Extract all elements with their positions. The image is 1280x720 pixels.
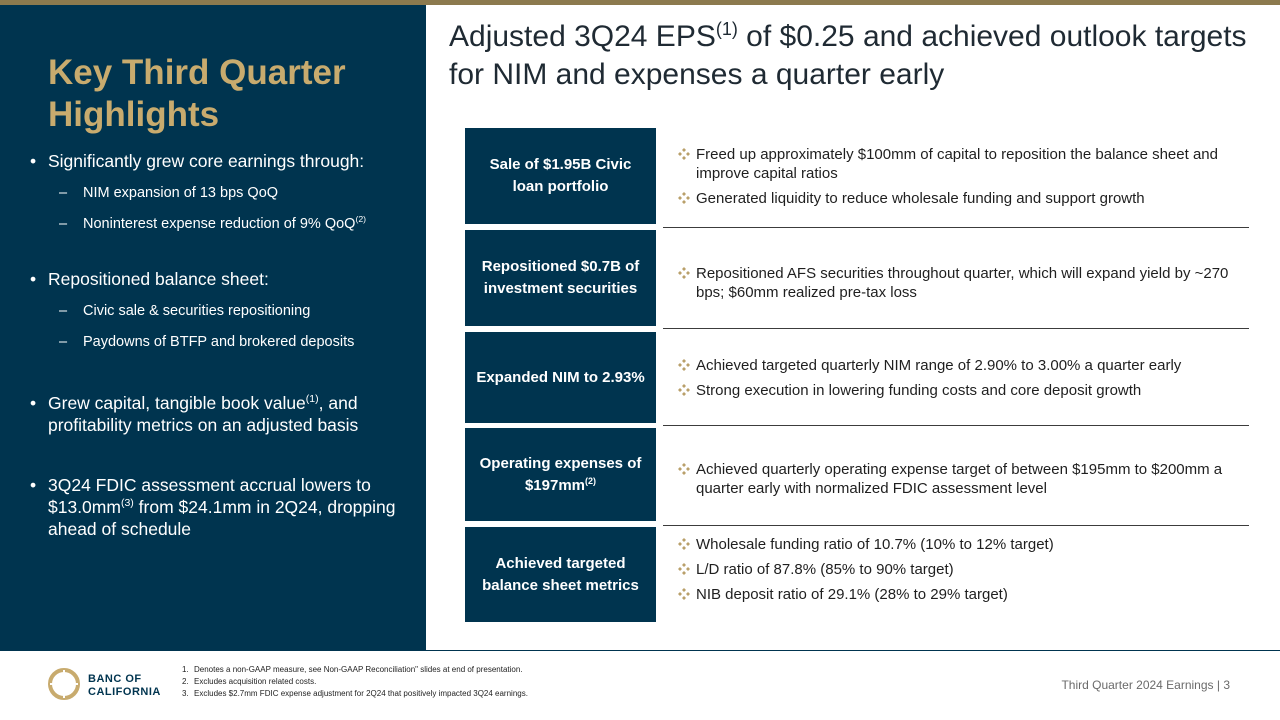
row-item: Achieved quarterly operating expense tar…	[675, 460, 1250, 498]
highlight-sub-bullet: Noninterest expense reduction of 9% QoQ(…	[30, 214, 422, 234]
left-panel-title: Key Third Quarter Highlights	[48, 53, 346, 134]
row-label: Achieved targeted balance sheet metrics	[465, 527, 656, 622]
diamond-bullet-icon	[678, 147, 690, 160]
row-item: Repositioned AFS securities throughout q…	[675, 264, 1250, 302]
highlight-row-balance-sheet: Achieved targeted balance sheet metrics W…	[465, 527, 1250, 622]
row-item: Wholesale funding ratio of 10.7% (10% to…	[675, 535, 1250, 554]
diamond-bullet-icon	[678, 588, 690, 600]
row-item: NIB deposit ratio of 29.1% (28% to 29% t…	[675, 585, 1250, 604]
highlight-bullet: 3Q24 FDIC assessment accrual lowers to $…	[30, 474, 422, 540]
diamond-bullet-icon	[678, 383, 690, 396]
row-items: Achieved targeted quarterly NIM range of…	[675, 332, 1250, 423]
highlight-bullet: Repositioned balance sheet:	[30, 268, 422, 290]
row-divider	[663, 227, 1249, 228]
footer-divider	[0, 650, 1280, 651]
diamond-bullet-icon	[678, 191, 690, 204]
highlight-row-nim: Expanded NIM to 2.93% Achieved targeted …	[465, 332, 1250, 423]
row-label: Expanded NIM to 2.93%	[465, 332, 656, 423]
left-panel	[0, 5, 426, 650]
row-label: Sale of $1.95B Civic loan portfolio	[465, 128, 656, 224]
slide-heading: Adjusted 3Q24 EPS(1) of $0.25 and achiev…	[449, 19, 1247, 91]
diamond-bullet-icon	[678, 563, 690, 575]
diamond-bullet-icon	[678, 463, 690, 475]
banc-of-california-logo-icon	[48, 668, 80, 700]
highlight-row-civic-sale: Sale of $1.95B Civic loan portfolio Freed…	[465, 128, 1250, 224]
row-divider	[663, 425, 1249, 426]
diamond-bullet-icon	[678, 358, 690, 371]
highlight-row-securities: Repositioned $0.7B of investment securiti…	[465, 230, 1250, 326]
highlight-row-opex: Operating expenses of $197mm(2) Achieved …	[465, 428, 1250, 521]
highlights-list: Significantly grew core earnings through…	[30, 150, 422, 540]
row-items: Wholesale funding ratio of 10.7% (10% to…	[675, 522, 1250, 617]
logo-text: BANC OF CALIFORNIA	[88, 673, 161, 698]
row-item: Freed up approximately $100mm of capital…	[675, 145, 1250, 183]
row-label: Repositioned $0.7B of investment securiti…	[465, 230, 656, 326]
row-item: Generated liquidity to reduce wholesale …	[675, 189, 1250, 208]
row-divider	[663, 525, 1249, 526]
row-item: Achieved targeted quarterly NIM range of…	[675, 356, 1250, 375]
footnote: 3. Excludes $2.7mm FDIC expense adjustmen…	[182, 689, 528, 698]
footnote: 1. Denotes a non-GAAP measure, see Non-GA…	[182, 665, 523, 674]
row-items: Achieved quarterly operating expense tar…	[675, 428, 1250, 530]
row-item: L/D ratio of 87.8% (85% to 90% target)	[675, 560, 1250, 579]
footnote: 2. Excludes acquisition related costs.	[182, 677, 317, 686]
row-divider	[663, 328, 1249, 329]
row-items: Repositioned AFS securities throughout q…	[675, 230, 1250, 336]
diamond-bullet-icon	[678, 267, 690, 279]
highlight-sub-bullet: Civic sale & securities repositioning	[30, 301, 422, 321]
diamond-bullet-icon	[678, 538, 690, 550]
highlight-sub-bullet: Paydowns of BTFP and brokered deposits	[30, 332, 422, 352]
highlight-bullet: Grew capital, tangible book value(1), an…	[30, 392, 422, 436]
top-accent-bar	[0, 0, 1280, 5]
row-label: Operating expenses of $197mm(2)	[465, 428, 656, 521]
row-items: Freed up approximately $100mm of capital…	[675, 128, 1250, 224]
footnotes: 1. Denotes a non-GAAP measure, see Non-GA…	[182, 664, 528, 700]
page-footer-label: Third Quarter 2024 Earnings | 3	[1061, 678, 1230, 692]
highlight-bullet: Significantly grew core earnings through…	[30, 150, 422, 172]
highlight-sub-bullet: NIM expansion of 13 bps QoQ	[30, 183, 422, 203]
row-item: Strong execution in lowering funding cos…	[675, 381, 1250, 400]
